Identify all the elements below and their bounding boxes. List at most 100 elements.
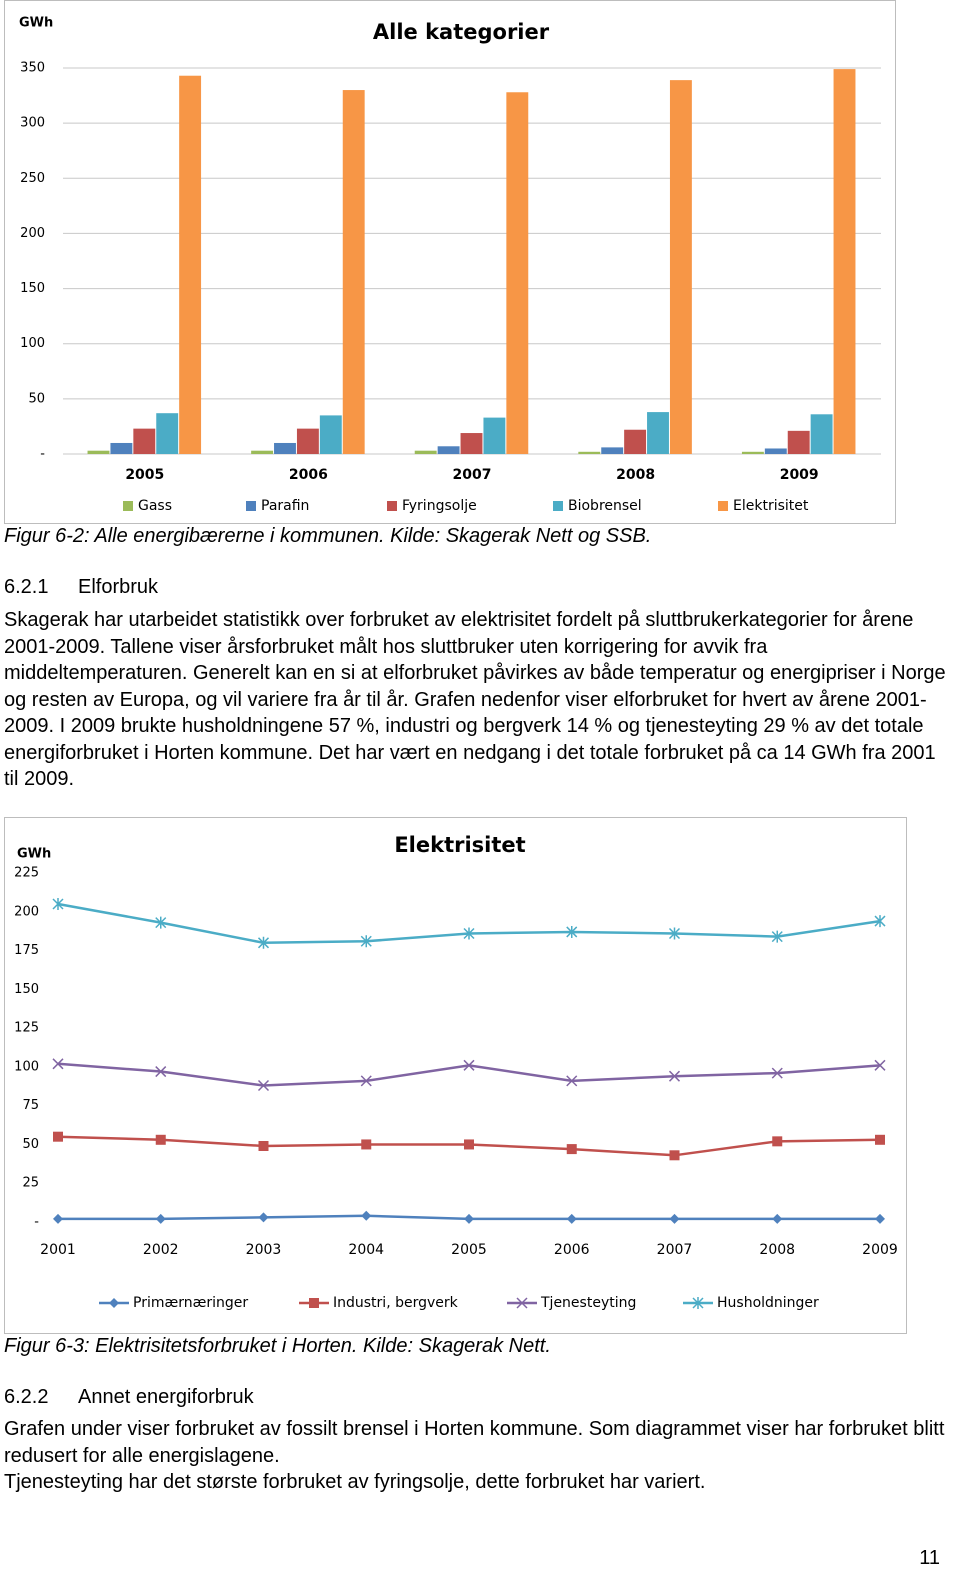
bar (669, 80, 692, 454)
y-tick-label: 50 (28, 391, 45, 406)
bar (810, 414, 833, 454)
x-tick-label: 2007 (453, 467, 492, 483)
marker (155, 1066, 167, 1078)
bar (437, 446, 460, 454)
y-tick-label: 225 (14, 866, 39, 881)
body-paragraph: Skagerak har utarbeidet statistikk over … (4, 609, 946, 790)
marker (772, 1136, 783, 1147)
bar (251, 450, 274, 454)
y-tick-label: 200 (20, 226, 45, 241)
bar (460, 433, 483, 454)
bar (414, 450, 437, 454)
marker (771, 1067, 783, 1079)
marker (53, 1213, 63, 1224)
bar (133, 428, 156, 454)
y-tick-label: 200 (14, 904, 39, 919)
x-tick-label: 2004 (348, 1242, 384, 1258)
bar (741, 451, 764, 454)
bar (483, 417, 506, 454)
chart-all-categories: Alle kategorier GWh - 50 100 150 200 250 300 35… (4, 0, 896, 524)
marker (155, 1134, 166, 1145)
bar (764, 448, 787, 454)
legend-marker (692, 1297, 704, 1309)
x-tick-label: 2006 (289, 467, 328, 483)
y-tick-label: 50 (22, 1137, 39, 1152)
marker (566, 1075, 578, 1087)
marker (155, 916, 167, 929)
marker (257, 1079, 270, 1092)
x-tick-label: 2008 (759, 1242, 795, 1258)
y-tick-label: 75 (22, 1098, 39, 1113)
legend-swatch (387, 501, 397, 511)
x-tick-label: 2008 (616, 467, 655, 483)
bar (647, 412, 669, 454)
marker (258, 1140, 269, 1151)
legend-marker (309, 1298, 319, 1308)
marker (360, 1075, 372, 1087)
y-axis-label: GWh (19, 16, 53, 31)
bar (787, 430, 810, 454)
marker (669, 1213, 680, 1224)
bar (87, 450, 110, 454)
legend-swatch (718, 501, 728, 511)
section-title: Annet energiforbruk (78, 1386, 254, 1408)
marker (566, 1213, 577, 1224)
y-tick-label: 175 (14, 943, 39, 958)
marker (566, 1144, 577, 1155)
x-tick-label: 2006 (554, 1242, 590, 1258)
bar (624, 429, 647, 454)
body-paragraph: Tjenesteyting har det største forbruket … (4, 1471, 706, 1493)
marker (258, 1212, 269, 1223)
marker (361, 1210, 372, 1221)
y-tick-label: - (40, 447, 45, 462)
y-axis-label: GWh (17, 847, 51, 862)
legend-swatch (246, 501, 256, 511)
marker (668, 927, 681, 940)
y-tick-label: 300 (20, 116, 45, 131)
marker (257, 936, 270, 949)
marker (464, 1213, 474, 1224)
marker (668, 1070, 681, 1082)
marker (875, 1213, 885, 1224)
x-tick-label: 2002 (143, 1242, 179, 1258)
x-tick-label: 2001 (40, 1242, 76, 1258)
y-tick-label: 25 (22, 1176, 39, 1191)
bar (833, 69, 856, 455)
y-tick-label: 125 (14, 1021, 39, 1036)
legend-label: Husholdninger (717, 1295, 819, 1311)
marker (155, 1213, 166, 1224)
y-tick-label: 150 (14, 982, 39, 997)
bar (506, 92, 529, 455)
y-tick-label: - (34, 1215, 39, 1230)
x-tick-label: 2003 (246, 1242, 282, 1258)
bar (179, 75, 202, 454)
x-tick-label: 2005 (125, 467, 164, 483)
y-tick-label: 250 (20, 171, 45, 186)
marker (464, 1139, 474, 1150)
legend-label: Industri, bergverk (333, 1295, 459, 1311)
bar (578, 451, 601, 454)
section-number: 6.2.1 (4, 576, 49, 598)
marker (52, 898, 64, 911)
body-paragraph: Grafen under viser forbruket av fossilt … (4, 1418, 945, 1467)
bar (296, 428, 319, 454)
section-number: 6.2.2 (4, 1386, 49, 1408)
marker (361, 1139, 372, 1150)
marker (772, 1213, 783, 1224)
marker (669, 1150, 680, 1161)
legend-label: Elektrisitet (733, 498, 809, 514)
marker (874, 915, 886, 928)
x-tick-label: 2009 (780, 467, 819, 483)
figure-caption: Figur 6-2: Alle energibærerne i kommunen… (4, 525, 652, 547)
bar (342, 90, 365, 455)
marker (875, 1134, 885, 1145)
y-tick-label: 350 (20, 61, 45, 76)
legend-label: Gass (138, 498, 172, 514)
marker (463, 927, 475, 940)
chart-title: Elektrisitet (394, 833, 525, 857)
y-tick-label: 100 (14, 1059, 39, 1074)
bar (319, 415, 342, 454)
marker (53, 1131, 63, 1142)
legend-swatch (123, 501, 133, 511)
y-tick-label: 100 (20, 336, 45, 351)
